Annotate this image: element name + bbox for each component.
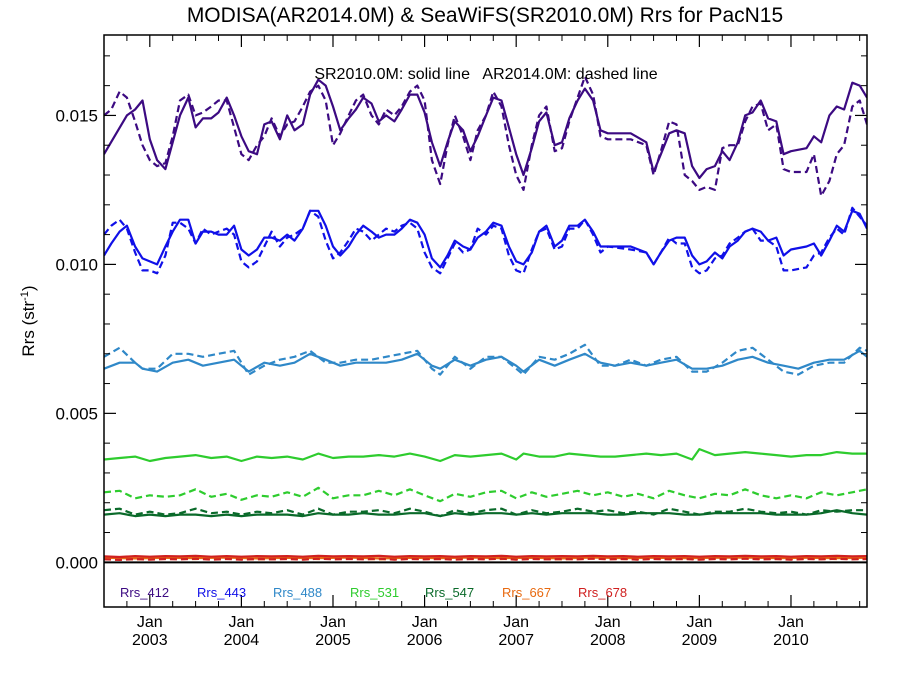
line-style-annotation: SR2010.0M: solid line AR2014.0M: dashed … xyxy=(314,66,657,83)
series-line-rrs-547-solid xyxy=(104,509,867,518)
y-axis-label: Rrs (str-1) xyxy=(19,285,38,356)
series-line-rrs-488-solid xyxy=(104,349,867,373)
y-tick-label: 0.010 xyxy=(55,255,98,274)
x-tick-label-year: 2009 xyxy=(682,632,718,649)
x-tick-label-year: 2004 xyxy=(224,632,260,649)
x-tick-label-year: 2010 xyxy=(773,632,809,649)
x-tick-label-year: 2008 xyxy=(590,632,626,649)
y-tick-label: 0.005 xyxy=(55,404,98,423)
series-layer xyxy=(104,75,867,561)
legend: Rrs_412 Rrs_443 Rrs_488 Rrs_531 Rrs_547 Rrs_6… xyxy=(120,585,627,600)
y-tick-label: 0.015 xyxy=(55,106,98,125)
legend-item-rrs-443: Rrs_443 xyxy=(197,585,246,600)
x-tick-label-month: Jan xyxy=(320,614,346,631)
axis-layer: 0.0000.0050.0100.015Jan2003Jan2004Jan200… xyxy=(55,35,867,649)
series-line-rrs-412-solid xyxy=(104,78,867,180)
chart-title: MODISA(AR2014.0M) & SeaWiFS(SR2010.0M) R… xyxy=(187,4,783,27)
x-tick-label-month: Jan xyxy=(228,614,254,631)
legend-item-rrs-667: Rrs_667 xyxy=(502,585,551,600)
y-axis-label-main: Rrs (str xyxy=(19,301,38,357)
legend-item-rrs-678: Rrs_678 xyxy=(578,585,627,600)
series-line-rrs-443-dashed xyxy=(104,206,867,275)
legend-item-rrs-547: Rrs_547 xyxy=(425,585,474,600)
x-tick-label-month: Jan xyxy=(412,614,438,631)
x-tick-label-month: Jan xyxy=(778,614,804,631)
x-tick-label-month: Jan xyxy=(503,614,529,631)
x-tick-label-month: Jan xyxy=(595,614,621,631)
series-line-rrs-667-solid xyxy=(104,556,867,560)
y-axis-label-close: ) xyxy=(19,285,38,291)
y-axis-label-superscript: -1 xyxy=(19,291,31,301)
series-line-rrs-412-dashed xyxy=(104,75,867,197)
series-line-rrs-547-dashed xyxy=(104,507,867,518)
series-line-rrs-531-dashed xyxy=(104,486,867,503)
series-line-rrs-678-solid xyxy=(104,554,867,559)
y-tick-label: 0.000 xyxy=(55,553,98,572)
x-tick-label-month: Jan xyxy=(686,614,712,631)
x-tick-label-year: 2007 xyxy=(498,632,534,649)
x-tick-label-month: Jan xyxy=(137,614,163,631)
x-tick-label-year: 2003 xyxy=(132,632,168,649)
x-tick-label-year: 2005 xyxy=(315,632,351,649)
series-line-rrs-488-dashed xyxy=(104,343,867,376)
x-tick-label-year: 2006 xyxy=(407,632,443,649)
series-line-rrs-531-solid xyxy=(104,448,867,463)
legend-item-rrs-488: Rrs_488 xyxy=(273,585,322,600)
legend-item-rrs-531: Rrs_531 xyxy=(350,585,399,600)
plot-frame xyxy=(103,34,868,608)
series-line-rrs-678-dashed xyxy=(104,557,867,561)
legend-item-rrs-412: Rrs_412 xyxy=(120,585,169,600)
series-line-rrs-443-solid xyxy=(104,209,867,269)
